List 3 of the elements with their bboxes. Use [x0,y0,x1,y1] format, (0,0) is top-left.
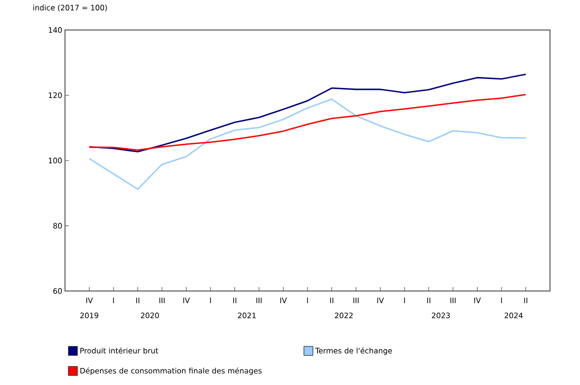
line-series [88,94,526,151]
line-series [88,98,526,190]
line-series [88,74,526,152]
